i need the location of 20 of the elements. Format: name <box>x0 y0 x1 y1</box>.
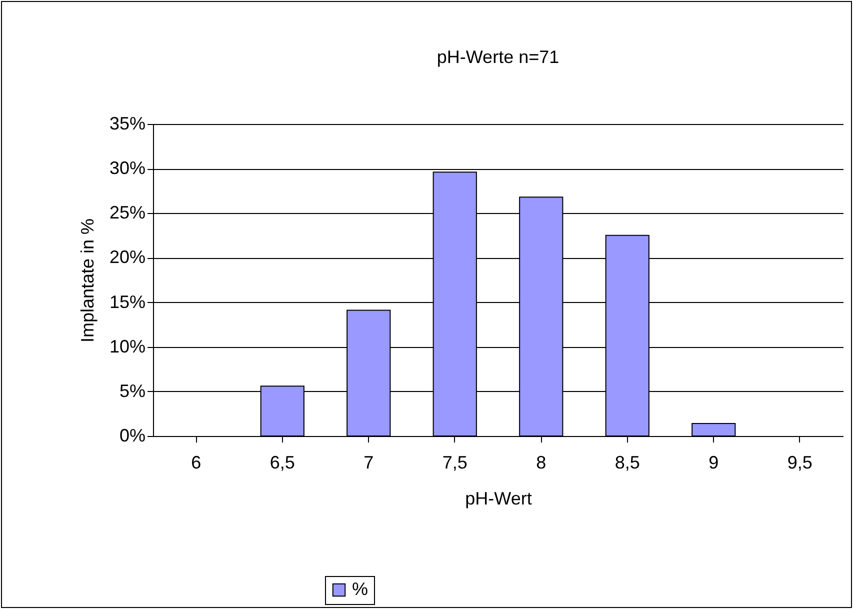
y-tick-label: 30% <box>109 158 146 178</box>
y-tick-label: 20% <box>109 247 146 268</box>
x-tick-label: 6,5 <box>270 452 295 472</box>
y-tick-label: 25% <box>109 202 146 223</box>
y-tick-label: 35% <box>109 114 146 134</box>
y-axis-title: Implantate in % <box>77 218 98 343</box>
y-tick-label: 15% <box>109 292 146 312</box>
x-tick-label: 6 <box>191 452 202 472</box>
x-tick-label: 8 <box>536 452 546 472</box>
y-tick-label: 5% <box>119 380 146 401</box>
x-tick-label: 9 <box>708 452 719 472</box>
x-tick-label: 9,5 <box>787 452 812 472</box>
x-axis-title: pH-Wert <box>465 488 532 508</box>
x-tick-label: 7 <box>364 452 374 472</box>
x-tick-label: 8,5 <box>614 452 640 472</box>
y-tick-label: 10% <box>109 336 146 356</box>
legend-label: % <box>352 579 368 599</box>
y-tick-label: 0% <box>119 426 146 446</box>
x-tick-label: 7,5 <box>442 452 468 472</box>
chart-title: pH-Werte n=71 <box>436 47 560 67</box>
